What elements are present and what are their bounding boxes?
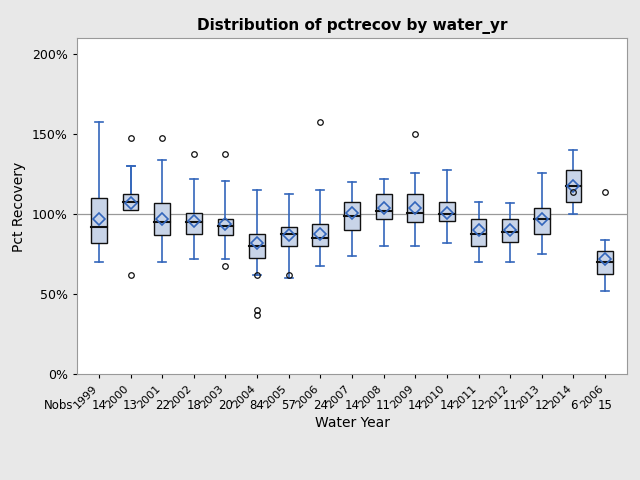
- Bar: [534, 208, 550, 234]
- Text: 15: 15: [598, 399, 612, 412]
- Bar: [597, 251, 613, 274]
- Text: 13: 13: [123, 399, 138, 412]
- Text: 12: 12: [471, 399, 486, 412]
- Y-axis label: Pct Recovery: Pct Recovery: [12, 161, 26, 252]
- Text: 84: 84: [250, 399, 264, 412]
- Bar: [312, 224, 328, 246]
- Text: 14: 14: [92, 399, 106, 412]
- Text: 24: 24: [313, 399, 328, 412]
- Text: 11: 11: [502, 399, 518, 412]
- Text: 6: 6: [570, 399, 577, 412]
- Text: 57: 57: [282, 399, 296, 412]
- Text: 18: 18: [186, 399, 201, 412]
- Text: Nobs: Nobs: [44, 399, 74, 412]
- Bar: [91, 198, 107, 243]
- Title: Distribution of pctrecov by water_yr: Distribution of pctrecov by water_yr: [196, 18, 508, 34]
- Bar: [281, 227, 297, 246]
- Text: 11: 11: [376, 399, 391, 412]
- Bar: [407, 193, 423, 222]
- Text: 14: 14: [408, 399, 423, 412]
- Bar: [123, 193, 138, 210]
- Bar: [439, 202, 455, 221]
- Bar: [470, 219, 486, 246]
- Bar: [218, 219, 234, 235]
- Text: 12: 12: [534, 399, 549, 412]
- Bar: [376, 193, 392, 219]
- Text: 14: 14: [440, 399, 454, 412]
- Bar: [344, 202, 360, 230]
- Bar: [566, 169, 581, 202]
- Bar: [249, 234, 265, 258]
- Bar: [154, 203, 170, 235]
- Text: 22: 22: [155, 399, 170, 412]
- Text: 14: 14: [344, 399, 360, 412]
- Bar: [186, 213, 202, 234]
- Text: 20: 20: [218, 399, 233, 412]
- X-axis label: Water Year: Water Year: [314, 416, 390, 430]
- Bar: [502, 219, 518, 241]
